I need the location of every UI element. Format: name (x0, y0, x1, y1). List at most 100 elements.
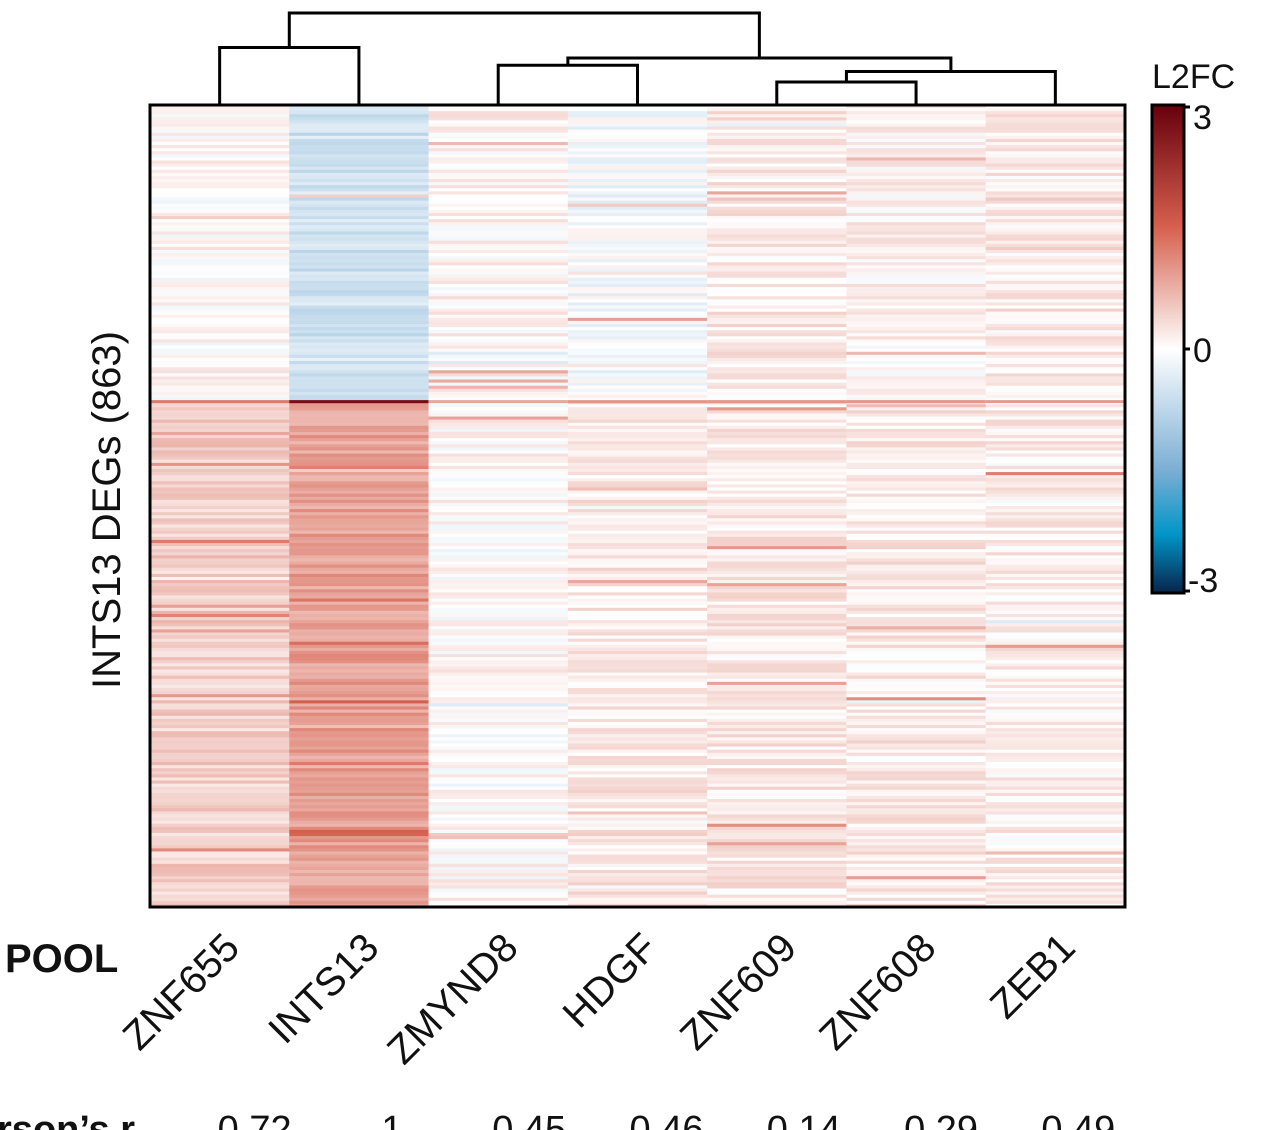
heatmap-cell (567, 108, 708, 112)
heatmap-cell (707, 888, 848, 893)
heatmap-cell (150, 382, 290, 387)
heatmap-cell (428, 891, 569, 896)
heatmap-cell (289, 786, 430, 791)
heatmap-cell (707, 882, 848, 886)
heatmap-cell (846, 576, 987, 581)
heatmap-cell (150, 166, 290, 171)
heatmap-cell (150, 826, 290, 831)
heatmap-cell (428, 869, 569, 874)
heatmap-cell (985, 400, 1126, 404)
heatmap-cell (846, 740, 987, 745)
heatmap-cell (985, 154, 1126, 159)
heatmap-cell (428, 450, 569, 455)
heatmap-cell (150, 459, 290, 464)
heatmap-cell (289, 755, 430, 760)
heatmap-cell (289, 435, 430, 439)
heatmap-cell (846, 305, 987, 310)
heatmap-cell (707, 712, 848, 717)
heatmap-cell (985, 481, 1126, 485)
heatmap-cell (428, 123, 569, 128)
heatmap-cell (567, 290, 708, 294)
heatmap-cell (567, 552, 708, 556)
heatmap-cell (567, 715, 708, 720)
heatmap-cell (846, 132, 987, 137)
heatmap-cell (985, 715, 1126, 720)
heatmap-cell (707, 169, 848, 174)
heatmap-cell (289, 126, 430, 131)
heatmap-cell (846, 179, 987, 183)
heatmap-cell (428, 533, 569, 538)
heatmap-cell (985, 478, 1126, 482)
heatmap-cell (428, 324, 569, 328)
heatmap-cell (428, 697, 569, 701)
heatmap-cell (567, 854, 708, 859)
heatmap-cell (150, 709, 290, 714)
correlation-value: 0.46 (630, 1109, 704, 1130)
heatmap-cell (289, 626, 430, 630)
heatmap-cell (289, 425, 430, 430)
heatmap-cell (428, 391, 569, 396)
heatmap-cell (428, 354, 569, 359)
heatmap-cell (567, 580, 708, 584)
heatmap-cell (567, 675, 708, 680)
heatmap-cell (707, 876, 848, 880)
heatmap-cell (150, 105, 290, 109)
heatmap-cell (567, 148, 708, 152)
heatmap-cell (150, 246, 290, 251)
heatmap-cell (707, 694, 848, 698)
heatmap-cell (985, 475, 1126, 479)
heatmap-cell (289, 478, 430, 482)
heatmap-cell (985, 114, 1126, 118)
heatmap-cell (985, 697, 1126, 701)
heatmap-cell (150, 200, 290, 205)
heatmap-cell (567, 737, 708, 742)
heatmap-cell (428, 829, 569, 834)
heatmap-cell (428, 795, 569, 800)
heatmap-cell (289, 419, 430, 424)
heatmap-cell (289, 663, 430, 667)
heatmap-cell (150, 512, 290, 516)
heatmap-cell (707, 391, 848, 396)
heatmap-cell (428, 484, 569, 489)
heatmap-cell (289, 240, 430, 245)
heatmap-cell (567, 863, 708, 868)
heatmap-cell (985, 271, 1126, 276)
heatmap-cell (985, 586, 1126, 590)
heatmap-cell (707, 280, 848, 285)
heatmap-cell (150, 857, 290, 862)
heatmap-cell (428, 900, 569, 905)
heatmap-cell (567, 879, 708, 883)
heatmap-cell (289, 669, 430, 674)
heatmap-cell (289, 327, 430, 331)
heatmap-cell (985, 234, 1126, 239)
heatmap-cell (846, 885, 987, 890)
heatmap-cell (567, 185, 708, 189)
heatmap-cell (707, 635, 848, 640)
heatmap-cell (846, 808, 987, 812)
heatmap-cell (150, 493, 290, 498)
heatmap-cell (150, 453, 290, 458)
heatmap-cell (985, 746, 1126, 751)
heatmap-cell (846, 678, 987, 683)
heatmap-cell (289, 305, 430, 310)
heatmap-cell (428, 657, 569, 661)
heatmap-cell (567, 234, 708, 239)
heatmap-cell (985, 324, 1126, 328)
heatmap-cell (846, 185, 987, 189)
heatmap-cell (428, 293, 569, 297)
heatmap-cell (985, 246, 1126, 251)
heatmap-cell (846, 197, 987, 202)
heatmap-cell (707, 438, 848, 442)
heatmap-cell (150, 253, 290, 257)
heatmap-cell (150, 148, 290, 152)
heatmap-cell (428, 879, 569, 883)
heatmap-cell (985, 376, 1126, 381)
heatmap-cell (707, 530, 848, 535)
heatmap-cell (567, 502, 708, 507)
heatmap-cell (567, 613, 708, 618)
heatmap-cell (846, 472, 987, 476)
heatmap-cell (289, 866, 430, 871)
heatmap-cell (567, 743, 708, 748)
heatmap-cell (707, 817, 848, 822)
heatmap-cell (289, 120, 430, 125)
